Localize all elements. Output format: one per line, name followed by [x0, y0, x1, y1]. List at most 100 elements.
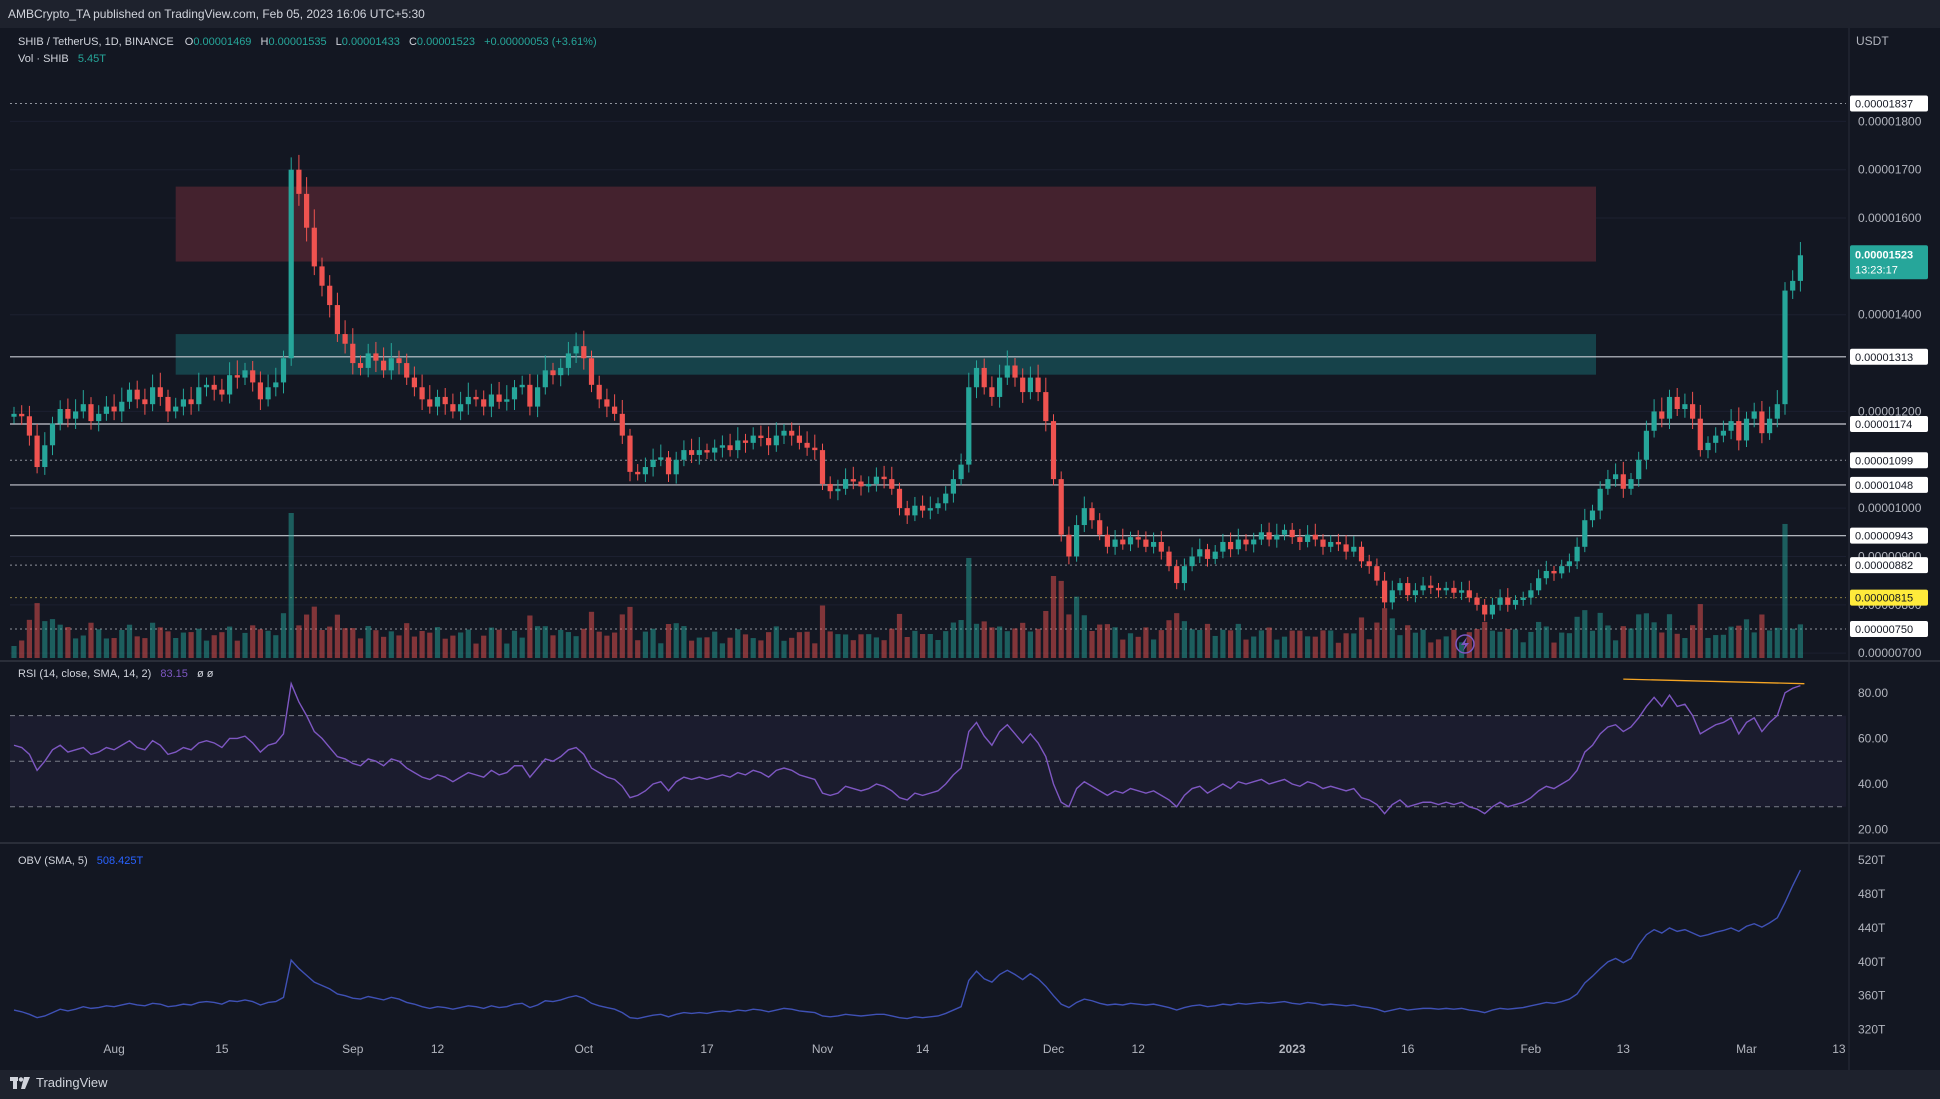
candle-body	[1251, 539, 1257, 545]
volume-bar	[96, 629, 102, 658]
time-tick-label: Nov	[812, 1042, 833, 1056]
tradingview-brand[interactable]: TradingView	[10, 1075, 108, 1090]
volume-bar	[1497, 631, 1503, 658]
volume-bar	[1782, 523, 1788, 658]
level-price-badge	[1850, 620, 1928, 637]
volume-bar	[1174, 613, 1180, 658]
obv-label: OBV (SMA, 5)	[18, 855, 88, 867]
volume-bar	[558, 629, 564, 658]
level-price-badge	[1850, 452, 1928, 469]
volume-bar	[858, 634, 864, 658]
candle-body	[227, 375, 233, 395]
price-axis[interactable]: USDT 0.00001800 0.00001700 0.00001600 0.000…	[1850, 34, 1928, 1037]
volume-bar	[958, 620, 964, 658]
volume-bar	[943, 631, 949, 658]
volume-bar	[896, 613, 903, 658]
candle-body	[396, 358, 402, 364]
volume-bar	[1143, 627, 1149, 658]
candle-body	[1027, 377, 1033, 393]
volume-bar	[1428, 642, 1434, 658]
candle-body	[535, 387, 541, 407]
candle-body	[404, 363, 410, 378]
candle-body	[981, 367, 987, 388]
volume-bar	[111, 638, 117, 658]
volume-bar	[1197, 630, 1203, 658]
level-price-label: 0.00001313	[1855, 352, 1913, 364]
candle-body	[273, 382, 279, 388]
time-tick-label: Feb	[1521, 1042, 1542, 1056]
volume-bar	[658, 643, 664, 658]
volume-bar	[1651, 622, 1657, 658]
candle-body	[1189, 556, 1195, 567]
chart-area[interactable]: USDT 0.00001800 0.00001700 0.00001600 0.000…	[0, 28, 1940, 1070]
volume-bar	[1451, 629, 1457, 658]
candle-body	[1351, 546, 1357, 552]
level-price-label: 0.00000750	[1855, 624, 1913, 636]
candle-body	[134, 389, 140, 400]
legend-l-label: L	[336, 36, 342, 48]
price-tick-label: 0.00000700	[1858, 646, 1922, 660]
candle-body	[80, 404, 86, 412]
candle-body	[1782, 290, 1788, 405]
volume-bar	[1790, 628, 1796, 658]
volume-bar	[1666, 614, 1673, 658]
volume-bar	[80, 635, 86, 658]
volume-bar	[1566, 633, 1572, 658]
lightning-icon[interactable]	[1455, 634, 1475, 654]
candle-body	[943, 493, 949, 504]
candle-body	[1358, 546, 1365, 562]
volume-bar	[1536, 621, 1542, 658]
candle-body	[211, 384, 217, 390]
volume-bar	[573, 636, 579, 658]
volume-bar	[1412, 632, 1418, 658]
volume-bar	[642, 631, 648, 658]
candle-body	[1736, 421, 1742, 441]
candle-body	[573, 346, 579, 354]
volume-bar	[1736, 625, 1742, 658]
time-axis[interactable]: Aug 15 Sep 12 Oct 17 Nov 14 Dec 12 2023 16 Feb 13 Mar 1…	[103, 1042, 1940, 1056]
candle-body	[173, 406, 179, 412]
volume-bar	[357, 638, 364, 658]
volume-bar	[1274, 639, 1280, 658]
candle-body	[488, 394, 494, 407]
volume-bar	[889, 628, 895, 658]
volume-bar	[427, 632, 433, 658]
candle-body	[1043, 392, 1049, 422]
candle-body	[989, 387, 995, 397]
rsi-value: 83.15	[160, 668, 188, 680]
candle-body	[550, 370, 556, 376]
volume-bar	[1620, 626, 1626, 658]
candle-body	[180, 399, 186, 407]
volume-bar	[150, 622, 156, 658]
volume-bar	[1551, 642, 1557, 658]
time-tick-label: Mar	[1736, 1042, 1757, 1056]
volume-bar	[719, 643, 725, 658]
volume-bar	[1505, 628, 1511, 658]
volume-bar	[689, 640, 695, 658]
candle-body	[481, 399, 487, 407]
volume-bar	[912, 630, 918, 658]
published-by-text: AMBCrypto_TA published on TradingView.co…	[8, 7, 425, 21]
volume-bar	[134, 636, 140, 658]
candle-body	[1743, 418, 1750, 441]
candle-body	[804, 442, 810, 448]
volume-bar	[950, 622, 956, 658]
candle-body	[1659, 411, 1665, 419]
candle-body	[812, 447, 818, 451]
volume-bar	[1166, 620, 1172, 658]
volume-bar	[1713, 635, 1719, 658]
candle-body	[1705, 442, 1711, 451]
volume-bar	[442, 638, 448, 658]
candle-body	[1328, 541, 1334, 547]
volume-bar	[681, 626, 687, 658]
candles	[11, 154, 1803, 622]
volume-bar	[596, 631, 602, 658]
volume-bar	[250, 625, 256, 658]
volume-bar	[1081, 615, 1087, 658]
candle-body	[665, 457, 672, 475]
volume-bar	[1127, 633, 1134, 658]
candle-body	[896, 488, 903, 509]
candle-body	[1790, 280, 1796, 291]
candle-body	[1405, 583, 1411, 596]
obv-value: 508.425T	[97, 855, 144, 867]
